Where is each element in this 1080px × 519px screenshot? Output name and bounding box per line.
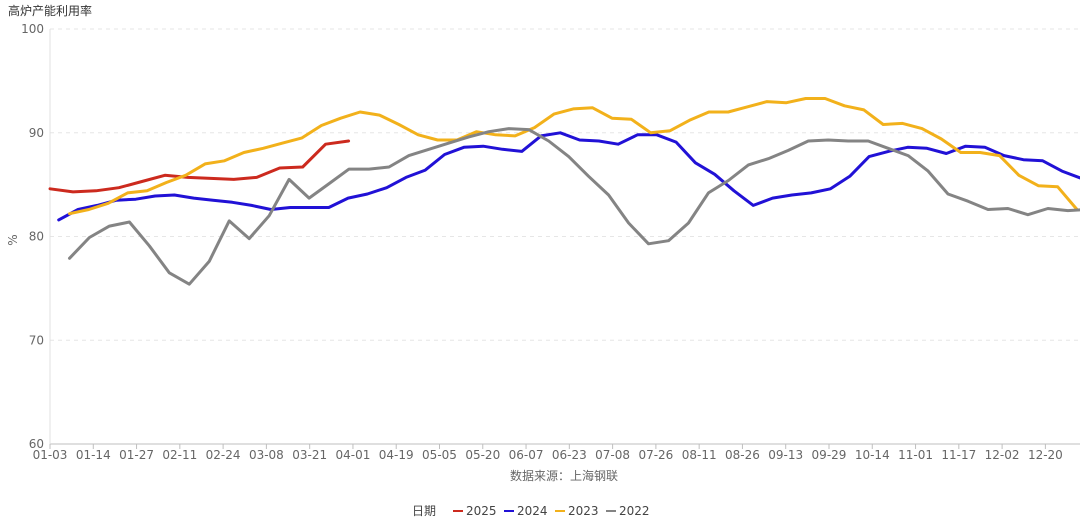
y-tick-label: 70 [29, 333, 44, 347]
x-tick-label: 04-01 [336, 448, 371, 462]
x-tick-label: 03-08 [249, 448, 284, 462]
x-axis-title: 数据来源：上海钢联 [510, 468, 618, 483]
series-line-2024 [57, 131, 1080, 222]
x-tick-label: 07-26 [638, 448, 673, 462]
legend-label-2025: 2025 [466, 504, 497, 518]
x-tick-label: 06-07 [509, 448, 544, 462]
x-tick-label: 02-24 [206, 448, 241, 462]
x-tick-label: 02-11 [162, 448, 197, 462]
x-tick-label: 05-05 [422, 448, 457, 462]
x-tick-label: 01-03 [33, 448, 68, 462]
x-tick-label: 04-19 [379, 448, 414, 462]
y-tick-label: 100 [21, 22, 44, 36]
chart-title: 高炉产能利用率 [8, 3, 92, 18]
y-tick-label: 80 [29, 230, 44, 244]
legend-label-2024: 2024 [517, 504, 548, 518]
y-tick-label: 60 [29, 437, 44, 451]
x-tick-label: 01-14 [76, 448, 111, 462]
legend-title: 日期 [412, 504, 436, 518]
x-tick-label: 10-14 [855, 448, 890, 462]
x-tick-label: 09-29 [812, 448, 847, 462]
x-tick-label: 09-13 [768, 448, 803, 462]
x-tick-label: 12-02 [985, 448, 1020, 462]
legend-label-2023: 2023 [568, 504, 599, 518]
y-tick-label: 90 [29, 126, 44, 140]
x-tick-label: 01-27 [119, 448, 154, 462]
x-tick-label: 08-11 [682, 448, 717, 462]
series-group [48, 97, 1080, 286]
grid-lines [50, 28, 1080, 341]
x-tick-label: 11-01 [898, 448, 933, 462]
x-tick-label: 05-20 [465, 448, 500, 462]
y-axis-ticks: 60 70 80 90 100 [21, 22, 44, 451]
y-axis-title: % [6, 234, 20, 245]
series-line-2022 [68, 127, 1080, 286]
series-line-2025 [48, 139, 351, 194]
x-tick-label: 06-23 [552, 448, 587, 462]
x-tick-label: 03-21 [292, 448, 327, 462]
x-axis-ticks: 01-03 01-14 01-27 02-11 02-24 03-08 03-21 04-01… [33, 444, 1063, 462]
series-line-2023 [68, 97, 1079, 216]
x-tick-label: 12-20 [1028, 448, 1063, 462]
legend-label-2022: 2022 [619, 504, 650, 518]
legend: 日期 2025 2024 2023 2022 [412, 504, 650, 518]
x-tick-label: 08-26 [725, 448, 760, 462]
x-tick-label: 11-17 [941, 448, 976, 462]
x-tick-label: 07-08 [595, 448, 630, 462]
